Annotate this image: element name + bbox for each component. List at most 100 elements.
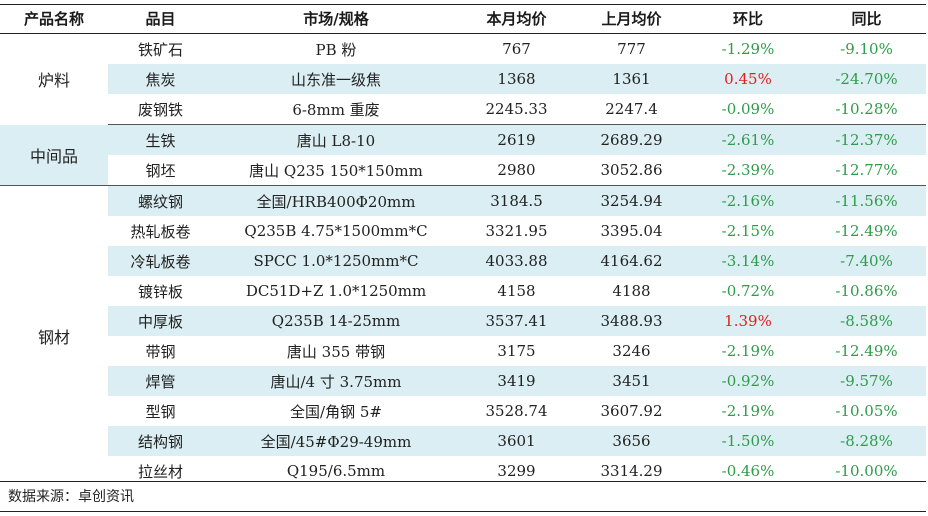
table-row: 焊管 唐山/4 寸 3.75mm 3419 3451 -0.92% -9.57% [0,366,926,396]
mom-cell: 0.45% [689,64,807,94]
table-row: 废钢铁 6-8mm 重废 2245.33 2247.4 -0.09% -10.2… [0,94,926,125]
item-cell: 铁矿石 [137,40,183,59]
mom-cell: 1.39% [689,306,807,336]
current-price-cell: 3537.41 [459,306,574,336]
mom-cell: -2.16% [689,185,807,216]
item-cell: 冷轧板卷 [108,246,213,276]
table-row: 钢坯 唐山 Q235 150*150mm 2980 3052.86 -2.39%… [0,155,926,186]
yoy-cell: -10.00% [835,462,898,480]
item-cell: 废钢铁 [108,94,213,125]
yoy-cell: -11.56% [807,185,926,216]
header-row: 产品名称 品目 市场/规格 本月均价 上月均价 环比 同比 [0,4,926,34]
table-row: 结构钢 全国/45#Φ29-49mm 3601 3656 -1.50% -8.2… [0,426,926,456]
item-cell: 生铁 [108,124,213,155]
spec-cell: SPCC 1.0*1250mm*C [213,246,459,276]
previous-price-cell: 3656 [574,426,689,456]
mom-cell: -3.14% [689,246,807,276]
header-previous-avg: 上月均价 [601,10,662,28]
current-price-cell: 2980 [459,155,574,186]
current-price-cell: 3321.95 [485,222,548,240]
yoy-cell: -10.05% [835,402,898,420]
top-rule [0,4,926,5]
previous-price-cell: 3607.92 [600,402,663,420]
item-cell: 焊管 [108,366,213,396]
yoy-cell: -10.86% [835,282,898,300]
header-current-avg: 本月均价 [486,10,547,28]
previous-price-cell: 777 [617,40,646,58]
mom-cell: -1.29% [721,40,775,58]
yoy-cell: -12.49% [835,222,898,240]
yoy-cell: -7.40% [807,246,926,276]
spec-cell: 唐山 355 带钢 [286,342,386,361]
item-cell: 结构钢 [108,426,213,456]
mom-cell: -0.46% [721,462,775,480]
previous-price-cell: 3395.04 [600,222,663,240]
header-product-name: 产品名称 [23,10,84,28]
end-rule [0,511,926,512]
item-cell: 型钢 [145,402,176,421]
mom-cell: -1.50% [689,426,807,456]
yoy-cell: -9.57% [807,366,926,396]
table-row: 带钢 唐山 355 带钢 3175 3246 -2.19% -12.49% [0,336,926,366]
item-cell: 焦炭 [108,64,213,94]
group-label: 炉料 [38,71,71,91]
previous-price-cell: 3246 [612,342,651,360]
current-price-cell: 3601 [459,426,574,456]
previous-price-cell: 2247.4 [574,94,689,125]
group-label: 中间品 [0,124,108,186]
current-price-cell: 4158 [497,282,536,300]
yoy-cell: -8.58% [807,306,926,336]
item-cell: 中厚板 [108,306,213,336]
table-row: 镀锌板 DC51D+Z 1.0*1250mm 4158 4188 -0.72% … [0,276,926,306]
table-row: 冷轧板卷 SPCC 1.0*1250mm*C 4033.88 4164.62 -… [0,246,926,276]
current-price-cell: 767 [502,40,531,58]
current-price-cell: 3419 [459,366,574,396]
table-row: 热轧板卷 Q235B 4.75*1500mm*C 3321.95 3395.04… [0,216,926,246]
table-row: 中间品 生铁 唐山 L8-10 2619 2689.29 -2.61% -12.… [0,124,926,186]
current-price-cell: 3299 [497,462,536,480]
mom-cell: -2.19% [721,342,775,360]
price-table: 产品名称 品目 市场/规格 本月均价 上月均价 环比 同比 炉料 铁矿石 PB … [0,4,926,486]
spec-cell: Q195/6.5mm [286,462,386,480]
group-label: 钢材 [38,328,71,347]
spec-cell: 全国/HRB400Φ20mm [213,185,459,216]
data-source-note: 数据来源：卓创资讯 [8,489,134,505]
spec-cell: 全国/角钢 5# [290,402,382,421]
spec-cell: 唐山 Q235 150*150mm [213,155,459,186]
mom-cell: -0.72% [721,282,775,300]
spec-cell: Q235B 14-25mm [213,306,459,336]
header-mom: 环比 [732,10,763,28]
yoy-cell: -12.37% [807,124,926,155]
mom-cell: -2.19% [721,402,775,420]
current-price-cell: 3184.5 [459,185,574,216]
yoy-cell: -9.10% [840,40,893,58]
bottom-rule [0,481,926,482]
yoy-cell: -12.77% [807,155,926,186]
header-market-spec: 市场/规格 [303,10,369,28]
table-row: 焦炭 山东准一级焦 1368 1361 0.45% -24.70% [0,64,926,94]
previous-price-cell: 3488.93 [574,306,689,336]
header-yoy: 同比 [851,10,882,28]
spec-cell: PB 粉 [315,40,357,59]
current-price-cell: 3528.74 [485,402,548,420]
yoy-cell: -12.49% [835,342,898,360]
mom-cell: -2.39% [689,155,807,186]
yoy-cell: -8.28% [807,426,926,456]
current-price-cell: 2619 [459,124,574,155]
item-cell: 拉丝材 [137,462,183,481]
table-row: 钢材 螺纹钢 全国/HRB400Φ20mm 3184.5 3254.94 -2.… [0,185,926,347]
spec-cell: 唐山/4 寸 3.75mm [213,366,459,396]
item-cell: 热轧板卷 [130,222,191,241]
current-price-cell: 3175 [497,342,536,360]
previous-price-cell: 1361 [574,64,689,94]
spec-cell: 山东准一级焦 [213,64,459,94]
header-item: 品目 [145,10,176,28]
previous-price-cell: 4188 [612,282,651,300]
spec-cell: Q235B 4.75*1500mm*C [244,222,428,240]
item-cell: 镀锌板 [137,282,183,301]
table-row: 拉丝材 Q195/6.5mm 3299 3314.29 -0.46% -10.0… [0,456,926,486]
current-price-cell: 2245.33 [459,94,574,125]
previous-price-cell: 3314.29 [600,462,663,480]
mom-cell: -2.15% [721,222,775,240]
item-cell: 螺纹钢 [108,185,213,216]
